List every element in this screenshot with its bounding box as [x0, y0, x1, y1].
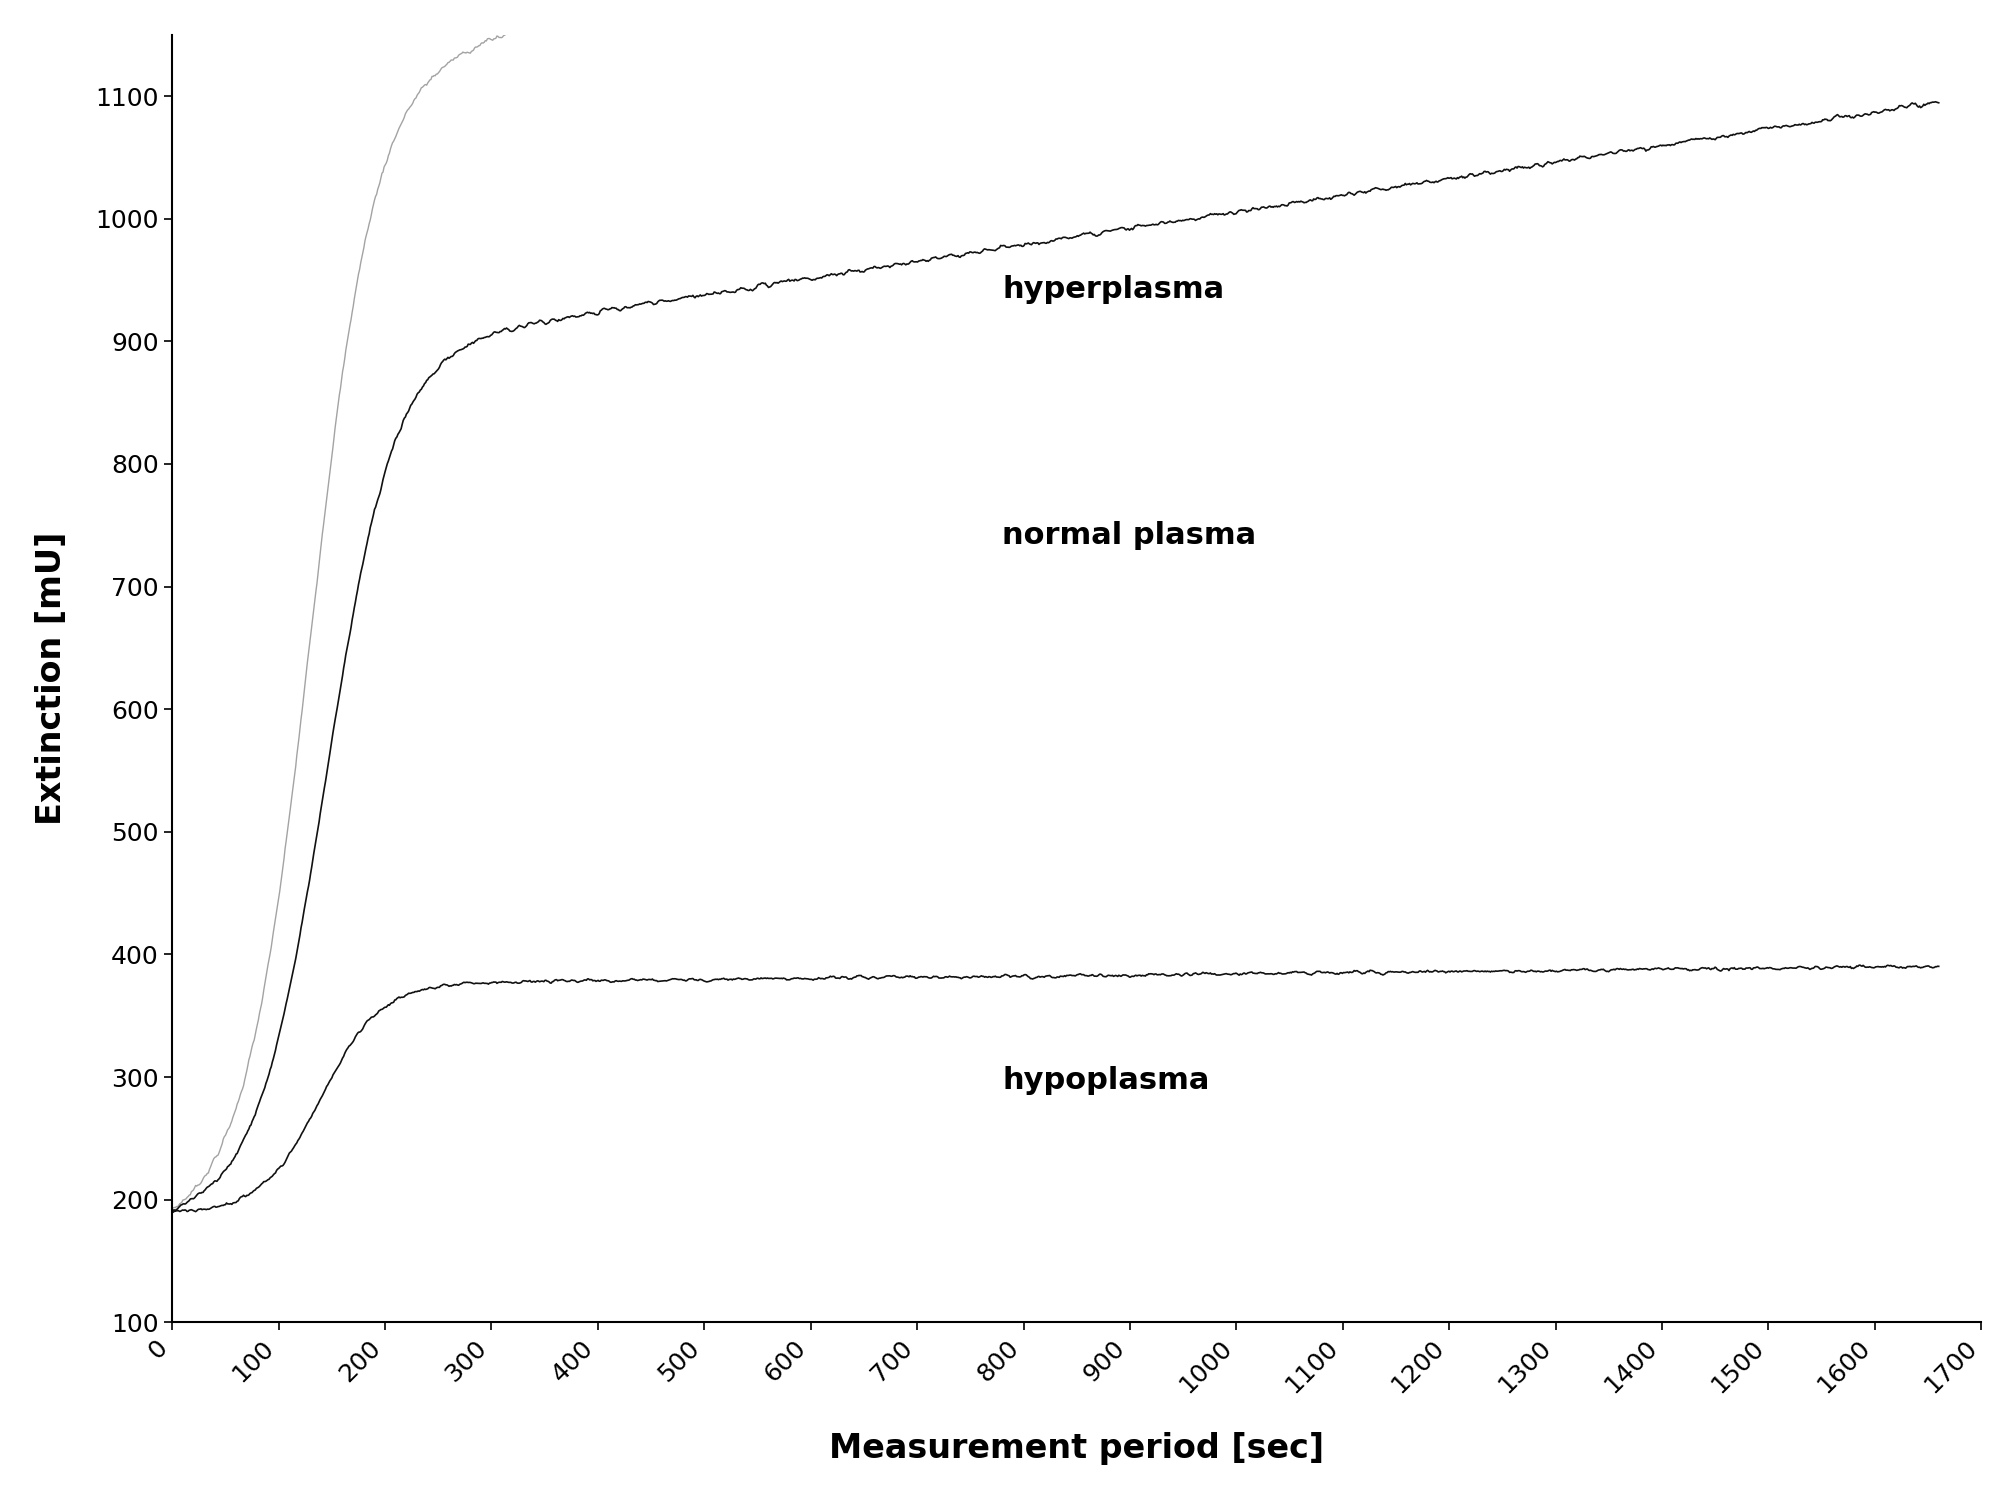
Text: hyperplasma: hyperplasma: [1002, 276, 1224, 304]
Text: normal plasma: normal plasma: [1002, 520, 1256, 549]
Y-axis label: Extinction [mU]: Extinction [mU]: [34, 532, 69, 825]
Text: hypoplasma: hypoplasma: [1002, 1066, 1210, 1095]
X-axis label: Measurement period [sec]: Measurement period [sec]: [829, 1432, 1325, 1466]
